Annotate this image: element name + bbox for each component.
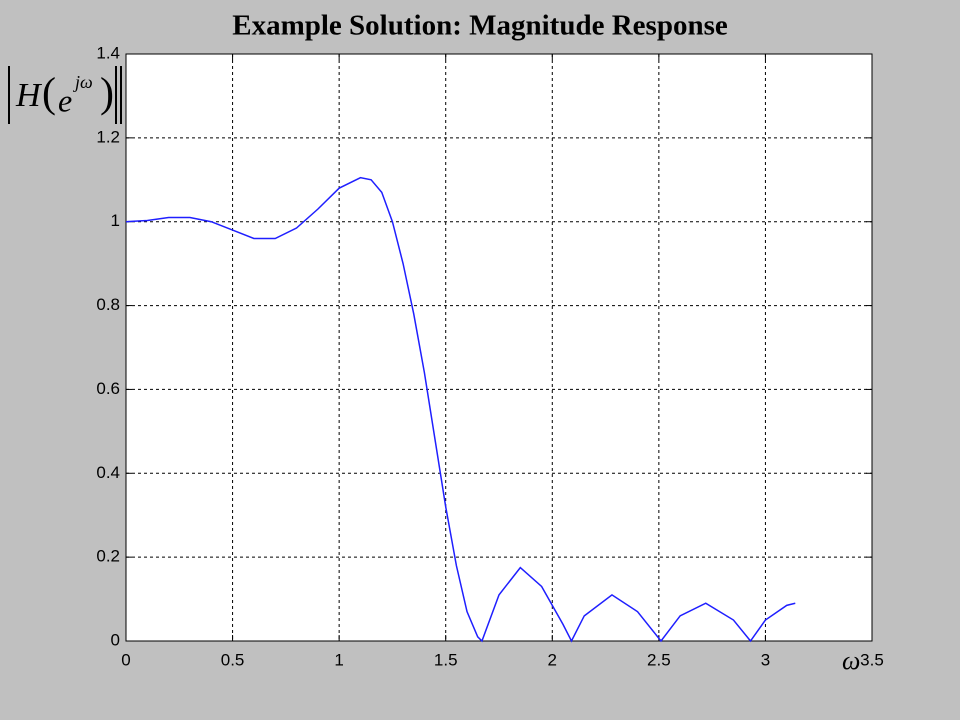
y-tick-label: 0.2	[96, 547, 120, 566]
plot-area	[125, 53, 873, 642]
y-tick-label: 1.2	[96, 127, 120, 146]
paren: )	[100, 71, 114, 117]
x-tick-label: 1	[334, 650, 343, 669]
x-axis-label: ω	[842, 646, 860, 675]
y-label-function: H	[15, 77, 43, 114]
y-tick-label: 0.6	[96, 379, 120, 398]
y-axis-label: H ( e jω )	[8, 66, 122, 124]
x-tick-label: 0.5	[221, 650, 245, 669]
y-tick-label: 0	[111, 630, 120, 649]
y-tick-label: 0.4	[96, 463, 120, 482]
x-tick-label: 1.5	[434, 650, 458, 669]
y-label-exponent: jω	[73, 72, 93, 92]
chart-title: Example Solution: Magnitude Response	[232, 10, 728, 42]
x-tick-label: 3.5	[860, 650, 884, 669]
y-tick-label: 0.8	[96, 295, 120, 314]
y-tick-label: 1.4	[96, 43, 120, 62]
x-tick-label: 2	[548, 650, 557, 669]
y-label-base: e	[58, 82, 72, 118]
x-tick-label: 2.5	[647, 650, 671, 669]
paren: (	[42, 71, 56, 117]
y-tick-label: 1	[111, 211, 120, 230]
line-series	[125, 176, 796, 643]
x-tick-label: 0	[121, 650, 130, 669]
x-tick-label: 3	[761, 650, 770, 669]
